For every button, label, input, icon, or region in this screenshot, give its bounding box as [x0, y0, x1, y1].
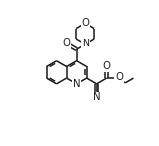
Text: O: O [102, 61, 110, 71]
Text: O: O [115, 72, 123, 82]
Text: N: N [82, 39, 89, 48]
Text: N: N [93, 92, 100, 102]
Text: O: O [62, 39, 70, 48]
Text: O: O [81, 18, 89, 28]
Text: N: N [73, 79, 80, 89]
